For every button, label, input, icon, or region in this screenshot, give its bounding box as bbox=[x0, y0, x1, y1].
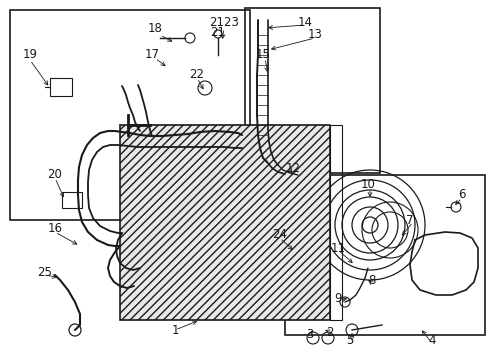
Text: 8: 8 bbox=[368, 274, 376, 287]
Bar bbox=[120, 125, 330, 320]
Text: 5: 5 bbox=[346, 333, 354, 346]
Bar bbox=[245, 8, 380, 173]
Text: 14: 14 bbox=[297, 15, 313, 28]
Text: 15: 15 bbox=[256, 49, 270, 62]
Text: 9: 9 bbox=[334, 292, 342, 305]
Text: 11: 11 bbox=[330, 242, 345, 255]
Text: 3: 3 bbox=[306, 328, 314, 342]
Text: 2123: 2123 bbox=[209, 15, 239, 28]
Text: 10: 10 bbox=[361, 179, 375, 192]
Text: 21: 21 bbox=[211, 26, 225, 39]
Text: 22: 22 bbox=[190, 68, 204, 81]
Bar bbox=[330, 125, 342, 320]
Text: 17: 17 bbox=[145, 49, 160, 62]
Text: 12: 12 bbox=[286, 162, 300, 175]
Text: 25: 25 bbox=[38, 266, 52, 279]
Text: 7: 7 bbox=[406, 213, 414, 226]
Text: 24: 24 bbox=[272, 229, 288, 242]
Text: 6: 6 bbox=[458, 189, 466, 202]
Bar bbox=[50, 78, 72, 96]
Text: 19: 19 bbox=[23, 49, 38, 62]
Bar bbox=[285, 175, 485, 335]
Text: 1: 1 bbox=[171, 324, 179, 337]
Text: 18: 18 bbox=[147, 22, 163, 35]
Bar bbox=[10, 10, 250, 220]
Text: 20: 20 bbox=[48, 168, 62, 181]
Text: 16: 16 bbox=[48, 221, 63, 234]
Text: 13: 13 bbox=[308, 28, 322, 41]
Text: 2: 2 bbox=[326, 325, 334, 338]
Bar bbox=[62, 192, 82, 208]
Text: 4: 4 bbox=[428, 333, 436, 346]
